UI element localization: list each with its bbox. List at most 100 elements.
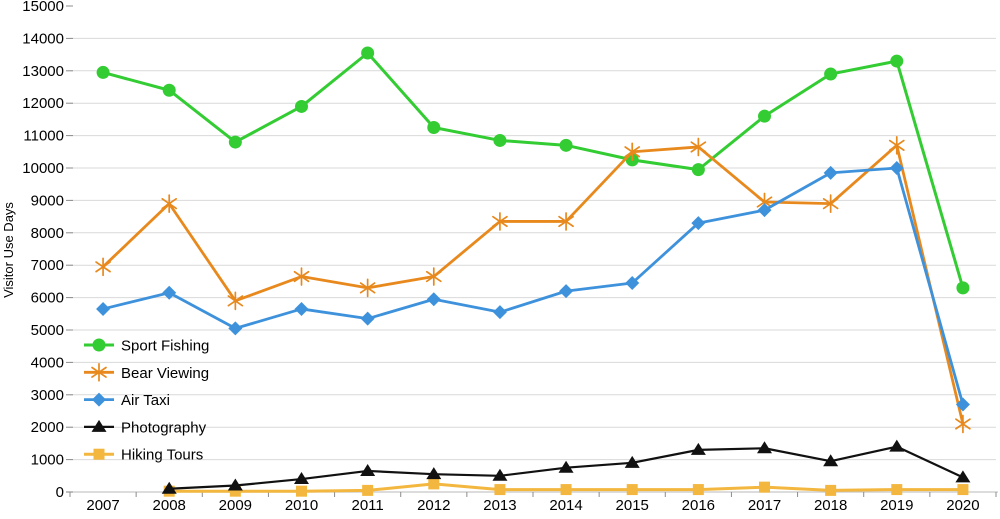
marker-triangle bbox=[690, 442, 706, 455]
x-tick-label: 2011 bbox=[352, 497, 384, 514]
marker-diamond bbox=[294, 301, 309, 316]
y-tick-label: 7000 bbox=[31, 257, 64, 274]
legend-label: Hiking Tours bbox=[121, 447, 203, 464]
series-bear-viewing bbox=[95, 135, 971, 434]
marker-diamond bbox=[757, 203, 772, 218]
marker-diamond bbox=[823, 165, 838, 180]
marker-triangle bbox=[161, 481, 177, 494]
marker-circle bbox=[96, 65, 110, 79]
marker-square bbox=[825, 484, 837, 496]
marker-asterisk bbox=[558, 212, 574, 231]
marker-diamond bbox=[691, 216, 706, 231]
marker-diamond bbox=[426, 292, 441, 307]
x-tick-label: 2008 bbox=[153, 497, 186, 514]
marker-square bbox=[957, 484, 969, 496]
marker-triangle bbox=[823, 454, 839, 467]
y-tick-label: 4000 bbox=[31, 354, 64, 371]
marker-triangle bbox=[955, 470, 971, 483]
marker-square bbox=[428, 478, 440, 490]
marker-asterisk bbox=[359, 278, 376, 298]
marker-circle bbox=[92, 338, 106, 352]
legend-item-bear-viewing bbox=[84, 362, 114, 382]
marker-square bbox=[891, 484, 903, 496]
x-tick-label: 2017 bbox=[748, 497, 781, 514]
marker-square bbox=[626, 484, 638, 496]
series-air-taxi bbox=[96, 161, 970, 412]
marker-square bbox=[93, 448, 105, 460]
y-tick-label: 12000 bbox=[22, 95, 64, 112]
marker-triangle bbox=[889, 439, 905, 452]
legend bbox=[84, 338, 114, 460]
legend-label: Bear Viewing bbox=[121, 365, 209, 382]
series-photography bbox=[161, 439, 971, 494]
marker-diamond bbox=[96, 301, 111, 316]
y-tick-label: 2000 bbox=[31, 419, 64, 436]
marker-square bbox=[494, 484, 506, 496]
marker-asterisk bbox=[888, 135, 905, 155]
y-axis bbox=[66, 5, 73, 493]
marker-triangle bbox=[492, 468, 508, 481]
legend-item-photography bbox=[84, 419, 114, 432]
marker-square bbox=[296, 485, 307, 497]
marker-triangle bbox=[91, 419, 107, 432]
y-tick-label: 5000 bbox=[31, 322, 64, 339]
x-axis bbox=[69, 492, 997, 497]
y-tick-label: 13000 bbox=[22, 63, 64, 80]
marker-asterisk bbox=[293, 267, 310, 286]
x-tick-label: 2019 bbox=[880, 497, 913, 514]
marker-asterisk bbox=[425, 267, 442, 286]
marker-triangle bbox=[227, 478, 243, 491]
x-tick-label: 2009 bbox=[219, 497, 252, 514]
marker-circle bbox=[361, 46, 375, 60]
marker-circle bbox=[228, 135, 242, 149]
marker-asterisk bbox=[822, 194, 839, 213]
marker-diamond bbox=[360, 311, 375, 326]
legend-item-air-taxi bbox=[84, 392, 114, 407]
marker-square bbox=[692, 484, 704, 496]
marker-asterisk bbox=[690, 137, 707, 157]
y-axis-title: Visitor Use Days bbox=[1, 202, 16, 298]
series-line-bear-viewing bbox=[101, 143, 965, 426]
legend-item-sport-fishing bbox=[84, 338, 114, 352]
x-tick-label: 2018 bbox=[814, 497, 847, 514]
marker-circle bbox=[956, 281, 970, 295]
marker-diamond bbox=[228, 321, 243, 336]
x-tick-label: 2010 bbox=[285, 497, 318, 514]
legend-label: Photography bbox=[121, 419, 207, 436]
gridlines bbox=[70, 37, 996, 461]
y-tick-label: 14000 bbox=[22, 30, 64, 47]
series-line-air-taxi bbox=[101, 166, 965, 406]
y-tick-label: 9000 bbox=[31, 192, 64, 209]
marker-circle bbox=[559, 138, 573, 152]
legend-item-hiking-tours bbox=[84, 448, 114, 460]
marker-triangle bbox=[558, 460, 574, 473]
marker-square bbox=[560, 484, 572, 496]
marker-circle bbox=[295, 99, 308, 113]
y-tick-label: 6000 bbox=[31, 290, 64, 307]
marker-circle bbox=[824, 67, 838, 81]
marker-asterisk bbox=[95, 257, 111, 277]
legend-label: Sport Fishing bbox=[121, 338, 209, 355]
marker-diamond bbox=[559, 284, 574, 299]
marker-circle bbox=[493, 133, 507, 147]
marker-square bbox=[229, 485, 241, 497]
marker-triangle bbox=[360, 463, 376, 476]
x-tick-label: 2013 bbox=[483, 497, 516, 514]
marker-square bbox=[362, 484, 374, 496]
x-tick-label: 2020 bbox=[946, 497, 979, 514]
marker-diamond bbox=[889, 161, 904, 175]
marker-asterisk bbox=[624, 142, 641, 162]
marker-diamond bbox=[492, 305, 507, 320]
y-tick-label: 1000 bbox=[31, 452, 64, 469]
x-tick-label: 2014 bbox=[549, 497, 582, 514]
x-tick-label: 2012 bbox=[417, 497, 450, 514]
marker-diamond bbox=[162, 285, 177, 300]
marker-circle bbox=[691, 163, 705, 177]
series-line-sport-fishing bbox=[101, 51, 965, 290]
y-tick-label: 11000 bbox=[23, 128, 64, 145]
marker-triangle bbox=[757, 441, 772, 454]
marker-circle bbox=[758, 109, 771, 123]
x-tick-label: 2015 bbox=[616, 497, 649, 514]
